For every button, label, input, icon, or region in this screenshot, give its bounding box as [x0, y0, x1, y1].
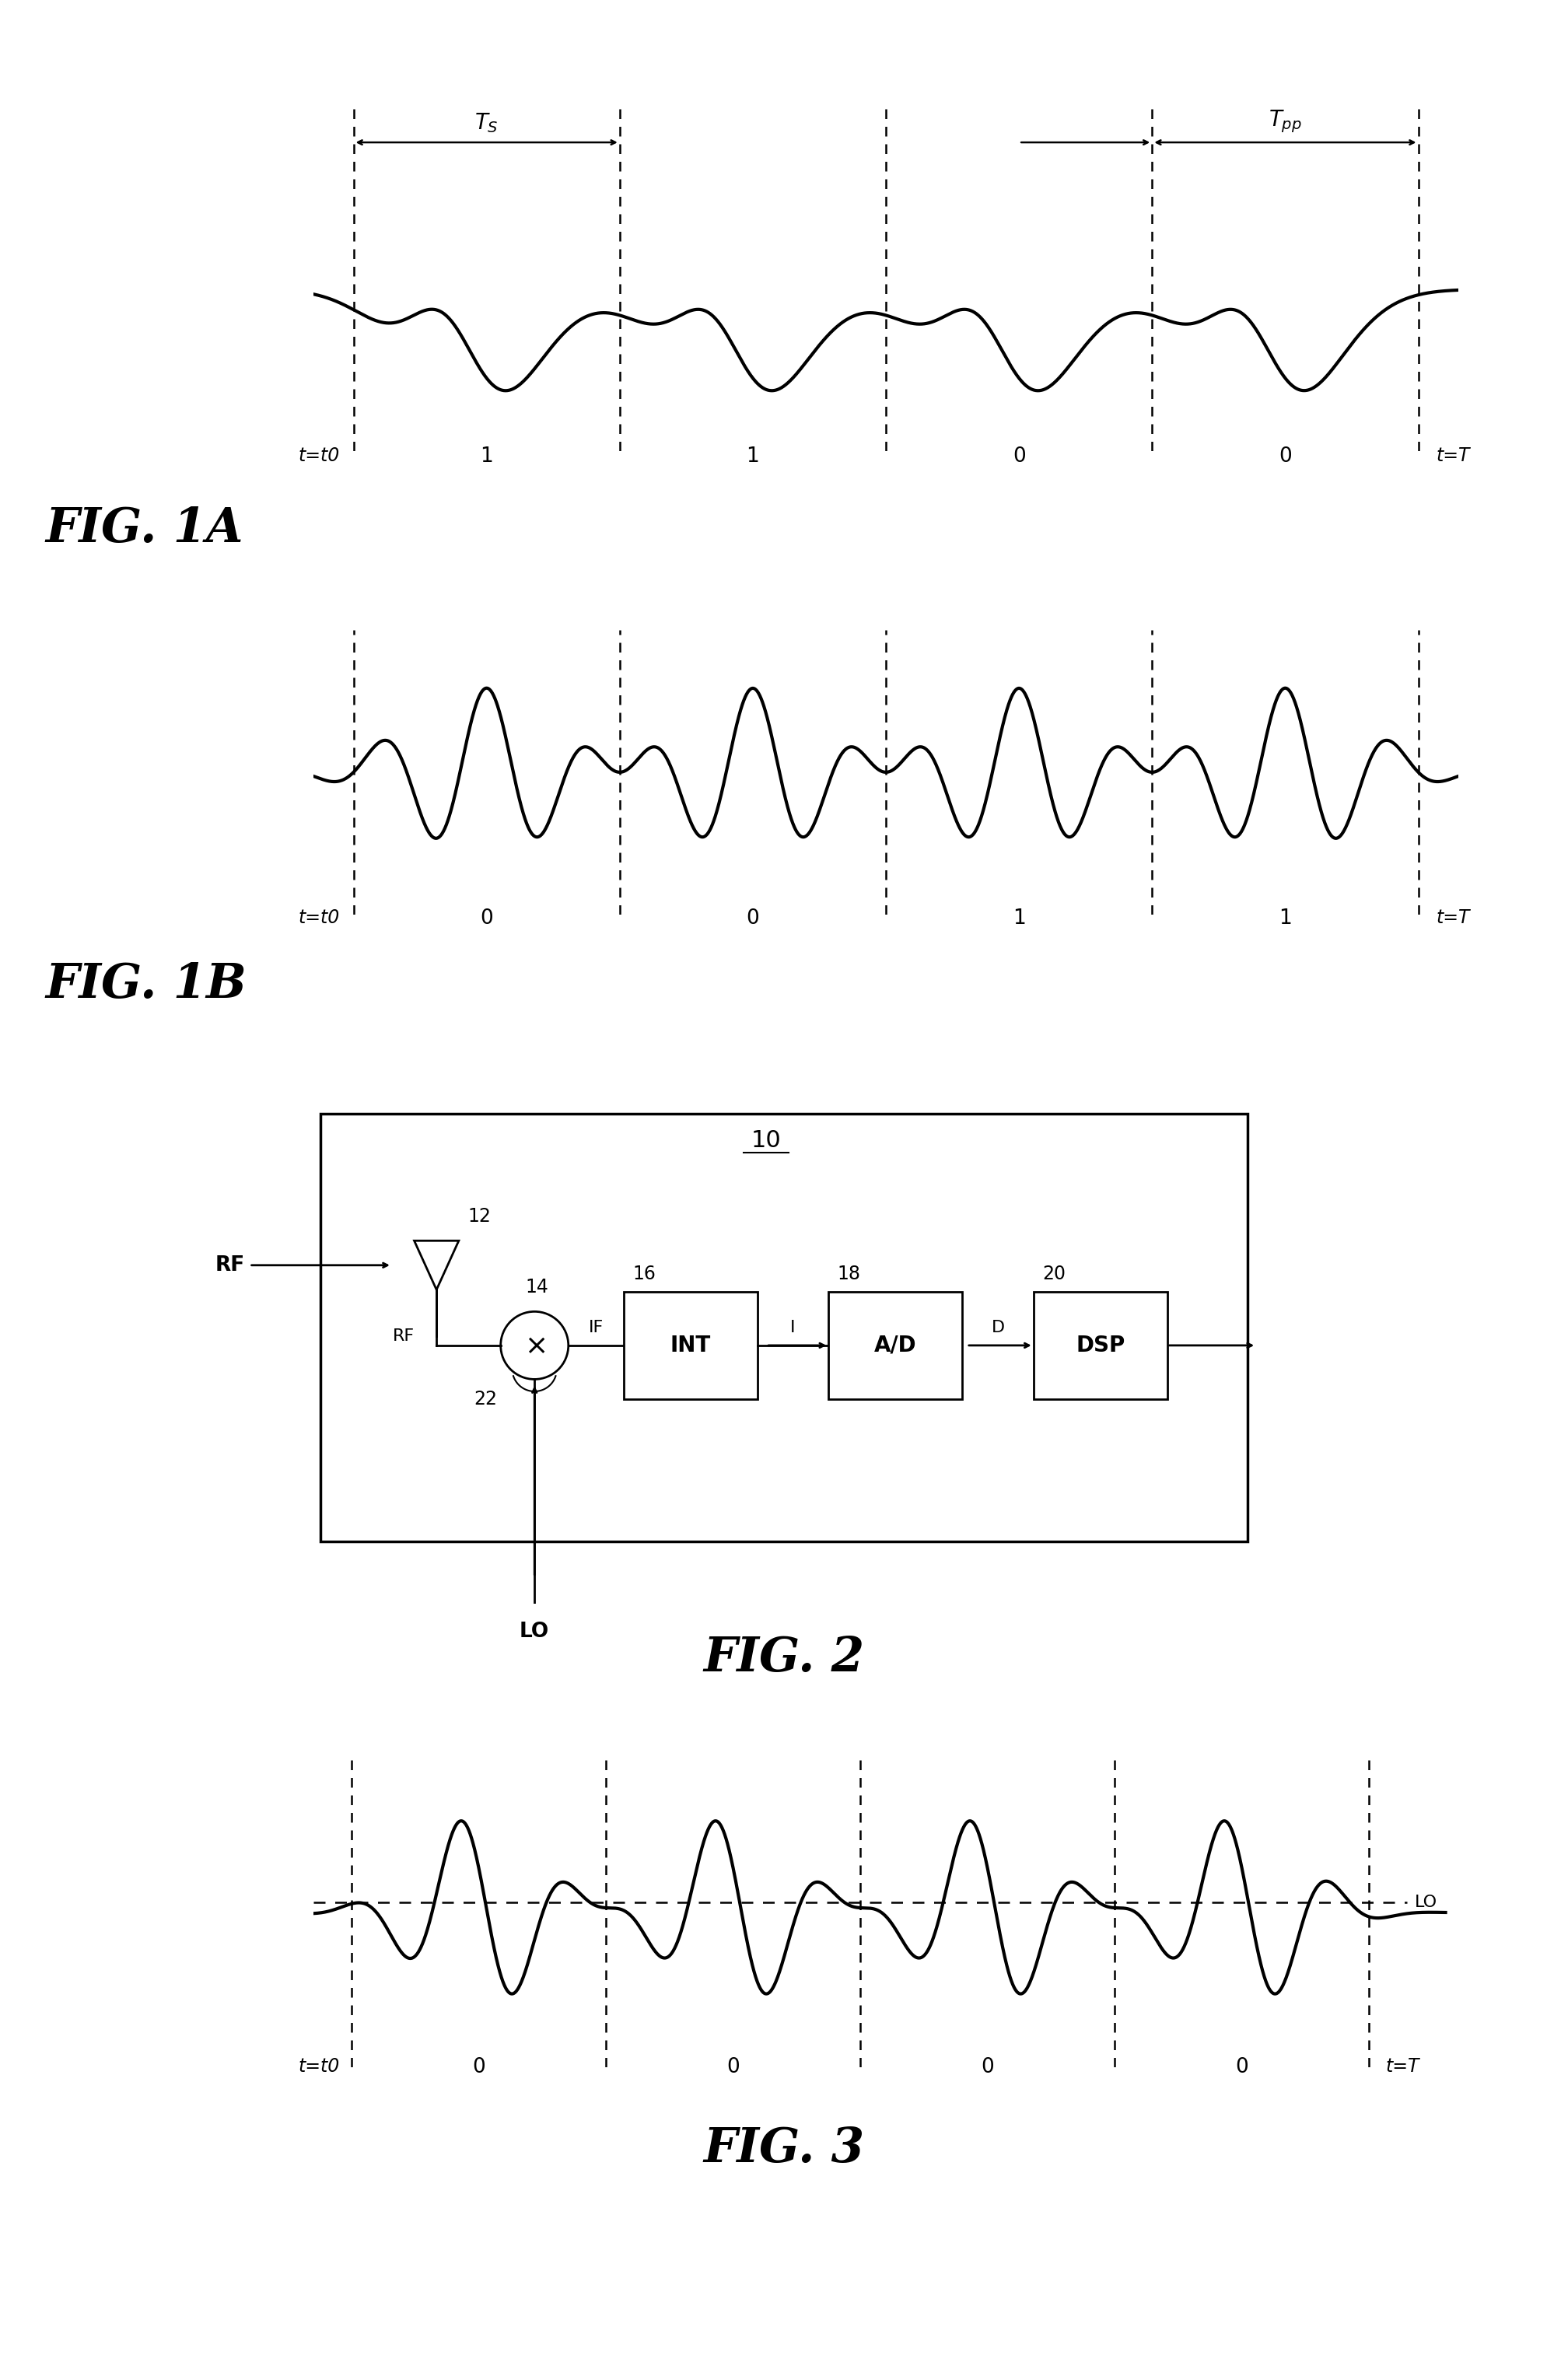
Text: 22: 22: [474, 1390, 497, 1409]
Text: 12: 12: [467, 1207, 491, 1226]
Text: 10: 10: [751, 1129, 781, 1152]
Text: 1: 1: [480, 447, 494, 466]
Polygon shape: [624, 1293, 757, 1399]
Text: 18: 18: [837, 1264, 861, 1283]
Text: $T_{pp}$: $T_{pp}$: [1269, 109, 1301, 135]
Text: t=t0: t=t0: [298, 908, 340, 927]
Text: DSP: DSP: [1076, 1335, 1124, 1357]
Circle shape: [500, 1312, 568, 1378]
Text: $T_S$: $T_S$: [475, 112, 499, 135]
Text: 0: 0: [982, 2058, 994, 2077]
Text: t=T: t=T: [1386, 2058, 1419, 2077]
Text: RF: RF: [215, 1255, 245, 1276]
Text: LO: LO: [1414, 1894, 1438, 1910]
Text: 14: 14: [525, 1278, 549, 1297]
Text: A/D: A/D: [873, 1335, 917, 1357]
Text: 0: 0: [746, 908, 759, 929]
Text: 16: 16: [632, 1264, 655, 1283]
Text: 0: 0: [1236, 2058, 1248, 2077]
Text: 0: 0: [480, 908, 494, 929]
Text: FIG. 2: FIG. 2: [704, 1635, 864, 1682]
Text: FIG. 1A: FIG. 1A: [45, 506, 243, 551]
Text: D: D: [991, 1319, 1005, 1335]
Text: RF: RF: [392, 1328, 414, 1345]
Text: 1: 1: [746, 447, 759, 466]
Text: 0: 0: [472, 2058, 486, 2077]
Text: FIG. 3: FIG. 3: [704, 2127, 864, 2172]
Polygon shape: [1033, 1293, 1167, 1399]
Text: 0: 0: [1013, 447, 1025, 466]
Text: t=T: t=T: [1436, 447, 1469, 466]
Text: 1: 1: [1013, 908, 1025, 929]
Text: 0: 0: [728, 2058, 740, 2077]
Text: LO: LO: [519, 1620, 549, 1642]
Text: t=t0: t=t0: [298, 447, 340, 466]
Polygon shape: [321, 1114, 1247, 1542]
Text: INT: INT: [670, 1335, 710, 1357]
Text: IF: IF: [588, 1319, 604, 1335]
Text: 20: 20: [1043, 1264, 1066, 1283]
Text: I: I: [790, 1319, 795, 1335]
Polygon shape: [828, 1293, 963, 1399]
Polygon shape: [414, 1240, 459, 1290]
Text: 1: 1: [1278, 908, 1292, 929]
Text: t=t0: t=t0: [298, 2058, 339, 2077]
Text: t=T: t=T: [1436, 908, 1469, 927]
Text: $\times$: $\times$: [524, 1333, 546, 1359]
Text: 0: 0: [1278, 447, 1292, 466]
Text: FIG. 1B: FIG. 1B: [45, 962, 246, 1007]
